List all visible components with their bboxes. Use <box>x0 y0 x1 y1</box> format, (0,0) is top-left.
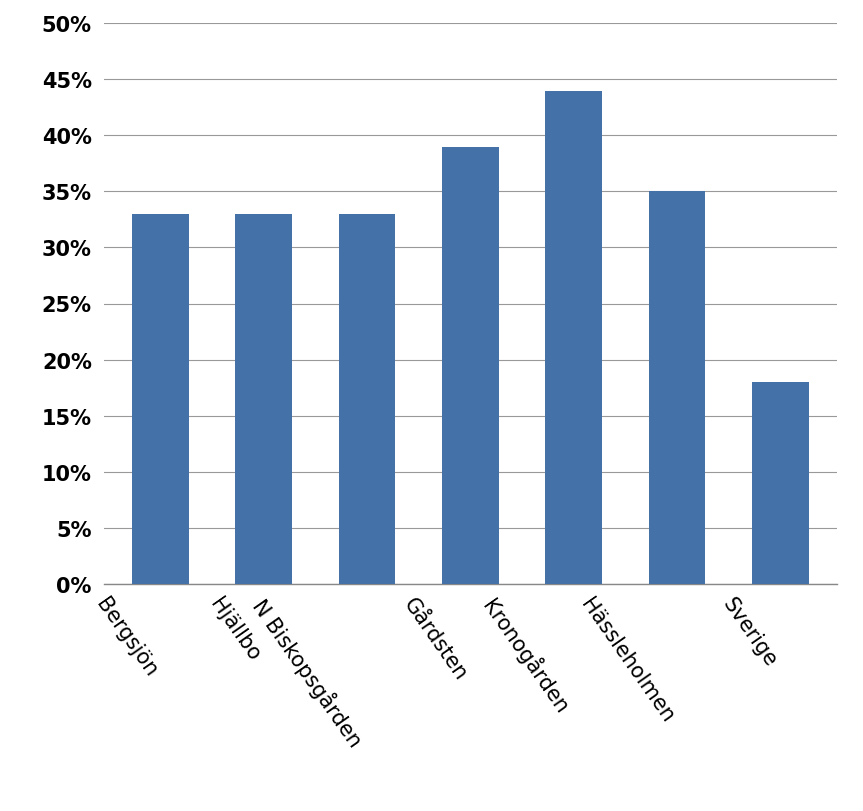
Bar <box>236 215 292 584</box>
Bar <box>132 215 189 584</box>
Bar <box>338 215 395 584</box>
Bar <box>649 192 705 584</box>
Bar <box>545 92 602 584</box>
Bar <box>442 148 499 584</box>
Bar <box>752 383 809 584</box>
